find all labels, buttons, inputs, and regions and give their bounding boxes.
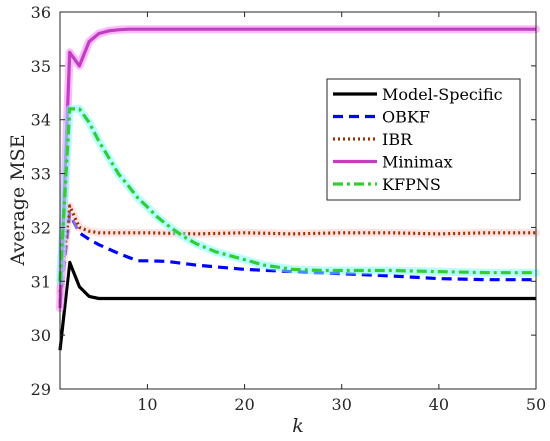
legend-label-4: KFPNS [382, 175, 441, 194]
y-tick-label-7: 36 [31, 3, 51, 22]
legend: Model-Specific OBKF IBR Minimax KFPNS [326, 78, 521, 201]
y-axis-label: Average MSE [7, 134, 29, 266]
series-line-3 [58, 27, 536, 309]
x-tick-label-3: 40 [429, 395, 449, 414]
x-tick-label-4: 50 [526, 395, 546, 414]
series-line-0 [58, 260, 536, 351]
y-tick-label-3: 32 [31, 218, 51, 237]
legend-label-0: Model-Specific [382, 85, 503, 104]
y-tick-label-4: 33 [31, 165, 51, 184]
series-line-2 [58, 204, 536, 293]
legend-label-3: Minimax [382, 153, 453, 172]
y-tick-label-6: 35 [31, 57, 51, 76]
series-line-4 [58, 107, 536, 282]
series-layer [56, 25, 540, 355]
y-tick-label-5: 34 [31, 111, 51, 130]
y-tick-label-0: 29 [31, 380, 51, 399]
x-tick-label-1: 20 [234, 395, 254, 414]
x-tick-label-2: 30 [332, 395, 352, 414]
legend-label-1: OBKF [382, 108, 430, 127]
plot-frame [59, 11, 537, 390]
x-tick-label-0: 10 [137, 395, 157, 414]
x-axis-label: k [292, 415, 304, 437]
legend-label-2: IBR [382, 130, 413, 149]
y-tick-label-2: 31 [31, 272, 51, 291]
y-tick-label-1: 30 [31, 326, 51, 345]
ticks-layer: 10 20 30 40 50 29 30 31 32 33 34 35 36 [31, 3, 547, 414]
series-line-1 [58, 212, 536, 303]
